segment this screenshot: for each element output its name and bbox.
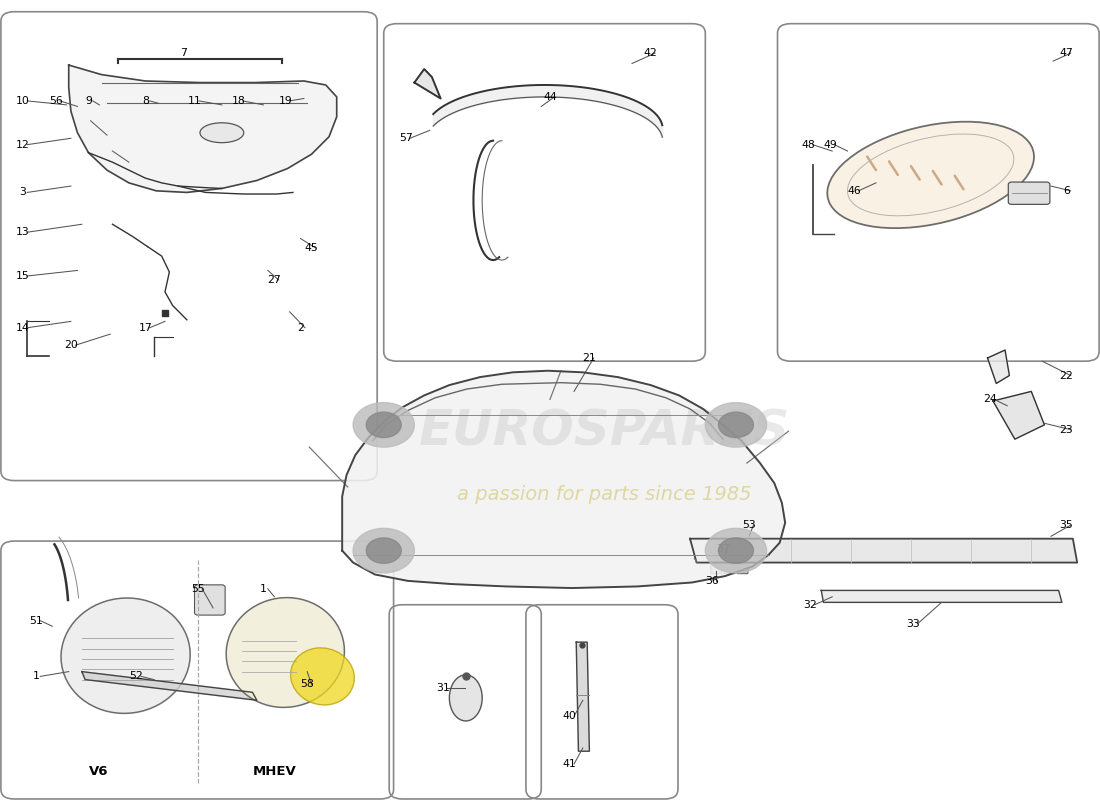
- Polygon shape: [415, 69, 441, 98]
- Polygon shape: [822, 590, 1062, 602]
- Text: 11: 11: [188, 96, 201, 106]
- FancyBboxPatch shape: [195, 585, 226, 615]
- Polygon shape: [988, 350, 1010, 383]
- Text: 45: 45: [305, 243, 318, 253]
- Text: 1: 1: [260, 584, 267, 594]
- Ellipse shape: [60, 598, 190, 714]
- Text: MHEV: MHEV: [253, 766, 296, 778]
- Text: 46: 46: [847, 186, 861, 196]
- Circle shape: [718, 412, 754, 438]
- Text: 49: 49: [823, 140, 837, 150]
- Text: 56: 56: [48, 96, 63, 106]
- Text: 8: 8: [142, 96, 148, 106]
- Text: 9: 9: [85, 96, 91, 106]
- Text: 47: 47: [1059, 48, 1074, 58]
- Text: 10: 10: [15, 96, 30, 106]
- Text: 48: 48: [801, 140, 815, 150]
- Text: 42: 42: [644, 48, 658, 58]
- Text: 37: 37: [716, 544, 729, 554]
- FancyBboxPatch shape: [737, 564, 748, 574]
- Polygon shape: [576, 642, 590, 751]
- Text: 20: 20: [64, 340, 78, 350]
- Text: 27: 27: [267, 275, 282, 285]
- Ellipse shape: [227, 598, 344, 707]
- Text: 6: 6: [1063, 186, 1069, 196]
- Polygon shape: [68, 65, 337, 193]
- Text: 17: 17: [139, 322, 152, 333]
- Text: 12: 12: [15, 140, 30, 150]
- FancyBboxPatch shape: [724, 564, 735, 574]
- Text: 32: 32: [803, 600, 817, 610]
- Text: 53: 53: [742, 520, 756, 530]
- Circle shape: [705, 528, 767, 573]
- Text: 21: 21: [583, 353, 596, 363]
- Ellipse shape: [450, 674, 482, 721]
- Circle shape: [353, 402, 415, 447]
- Text: 23: 23: [1059, 425, 1074, 434]
- Text: 57: 57: [398, 134, 412, 143]
- Polygon shape: [993, 391, 1044, 439]
- Text: a passion for parts since 1985: a passion for parts since 1985: [458, 486, 752, 505]
- Text: 44: 44: [543, 92, 557, 102]
- Text: 51: 51: [29, 616, 43, 626]
- Text: 1: 1: [33, 671, 40, 682]
- Text: 40: 40: [563, 711, 576, 721]
- Text: 19: 19: [278, 96, 293, 106]
- Text: 2: 2: [297, 322, 304, 333]
- Text: 18: 18: [231, 96, 245, 106]
- Polygon shape: [690, 538, 1077, 562]
- Circle shape: [718, 538, 754, 563]
- Text: 36: 36: [705, 576, 718, 586]
- Text: 55: 55: [191, 584, 205, 594]
- Text: EUROSPARES: EUROSPARES: [419, 407, 790, 455]
- Circle shape: [366, 538, 402, 563]
- Text: 31: 31: [436, 682, 450, 693]
- Polygon shape: [81, 672, 257, 700]
- Ellipse shape: [290, 648, 354, 705]
- Text: 33: 33: [906, 619, 920, 629]
- Text: 22: 22: [1059, 370, 1074, 381]
- Text: 35: 35: [1059, 520, 1074, 530]
- Text: 41: 41: [563, 759, 576, 769]
- Text: 24: 24: [982, 394, 997, 404]
- Text: 13: 13: [15, 227, 30, 238]
- FancyBboxPatch shape: [1009, 182, 1049, 204]
- Text: 15: 15: [15, 271, 30, 281]
- Text: 58: 58: [300, 679, 313, 690]
- FancyBboxPatch shape: [711, 564, 722, 574]
- Polygon shape: [342, 370, 785, 588]
- Text: V6: V6: [88, 766, 108, 778]
- Ellipse shape: [827, 122, 1034, 228]
- Ellipse shape: [200, 122, 244, 142]
- Text: 14: 14: [15, 322, 30, 333]
- Text: 7: 7: [180, 48, 187, 58]
- Circle shape: [705, 402, 767, 447]
- Circle shape: [366, 412, 402, 438]
- Circle shape: [353, 528, 415, 573]
- Text: 52: 52: [130, 671, 143, 682]
- Text: 3: 3: [20, 187, 26, 198]
